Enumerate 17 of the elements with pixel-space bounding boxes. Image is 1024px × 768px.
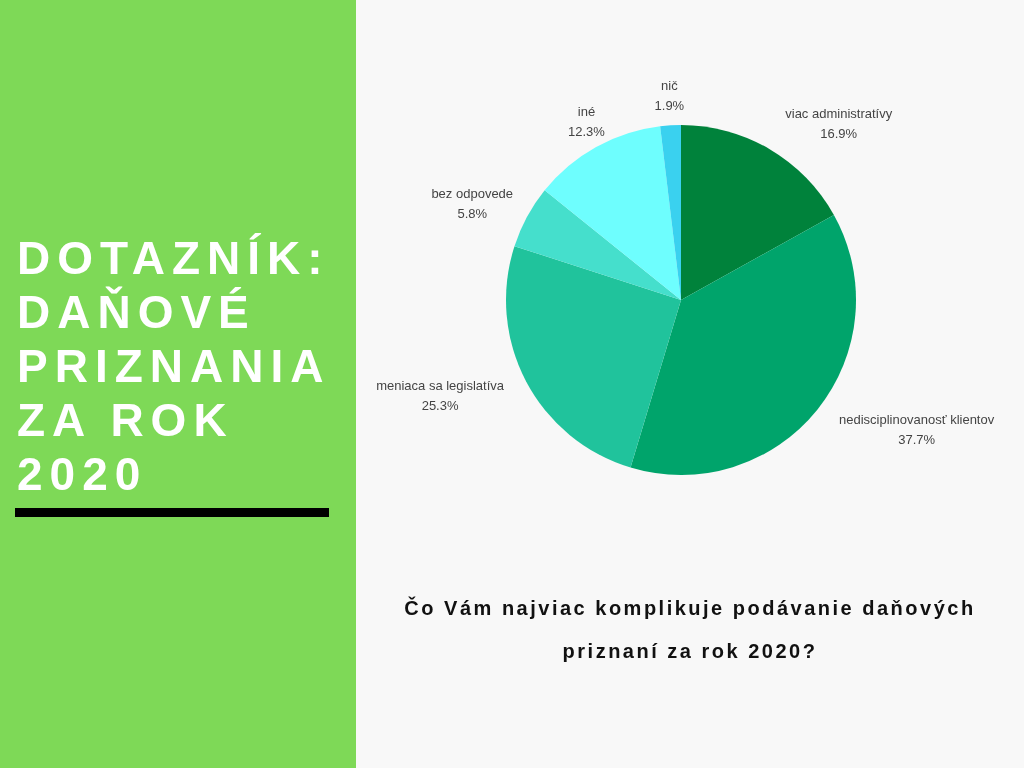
pie-slice [506, 246, 681, 468]
text: DOTAZNÍK: DAŇOVÉ PRIZNANIA ZA ROK 2020 [17, 231, 331, 501]
data-label: 1.9% [654, 98, 685, 114]
data-label: 16.9% [820, 126, 858, 142]
slice-label: meniaca sa legislatíva [376, 378, 505, 394]
text: Čo Vám najviac komplikuje podávanie daňových priznaní za rok 2020? [403, 595, 977, 664]
data-label: 5.8% [457, 205, 488, 221]
slice-label: nič [661, 78, 679, 94]
pie-slice [514, 190, 681, 300]
slice-label: viac administratívy [785, 106, 893, 122]
slice-label: iné [577, 103, 596, 119]
data-label: 12.3% [568, 123, 606, 139]
slice-label: nedisciplinovanosť klientov [839, 411, 995, 427]
data-label: 37.7% [898, 431, 936, 447]
pie-slice [544, 126, 681, 300]
slice-label: bez odpovede [431, 185, 514, 201]
data-label: 25.3% [421, 398, 459, 414]
